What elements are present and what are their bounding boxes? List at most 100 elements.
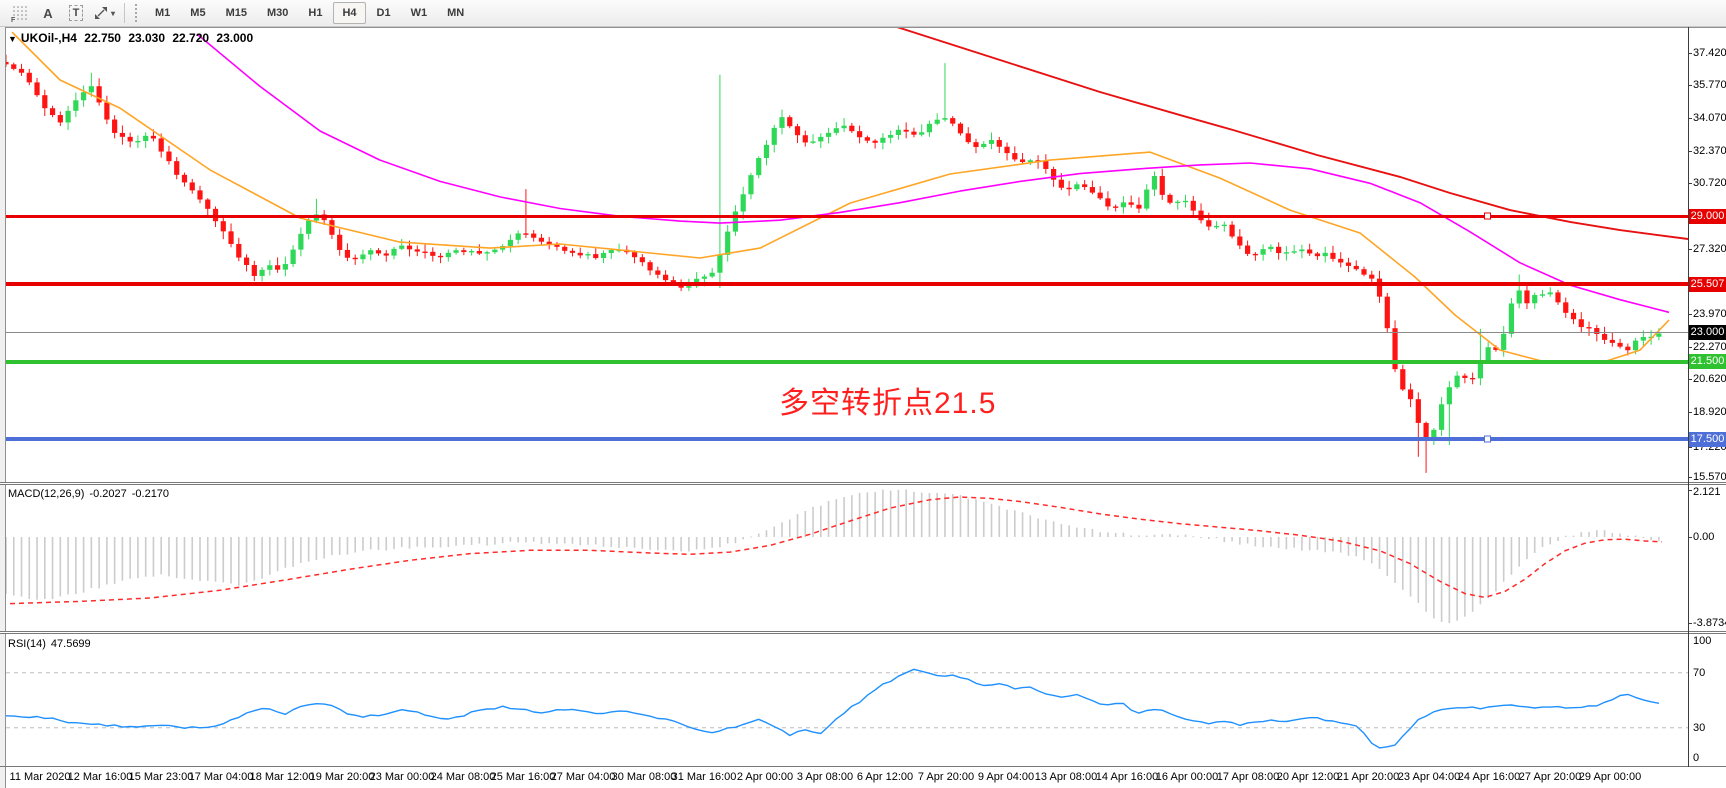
- time-axis-label: 27 Apr 20:00: [1518, 771, 1582, 783]
- rsi-axis-label: 100: [1693, 635, 1712, 647]
- time-axis-label: 29 Apr 00:00: [1578, 771, 1642, 783]
- time-axis-label: 7 Apr 20:00: [917, 771, 975, 783]
- time-axis-label: 24 Apr 16:00: [1457, 771, 1521, 783]
- support-line-17500[interactable]: [6, 435, 1688, 443]
- time-axis-label: 20 Apr 12:00: [1276, 771, 1340, 783]
- time-axis-label: 19 Mar 20:00: [309, 771, 375, 783]
- collapse-triangle-icon: ▼: [8, 34, 17, 44]
- macd-tick: [1688, 537, 1692, 538]
- text-annotation[interactable]: 多空转折点21.5: [779, 387, 997, 420]
- toolbar-separator: [124, 3, 125, 23]
- timeframe-button-H1[interactable]: H1: [308, 7, 323, 19]
- price-tick: [1688, 314, 1692, 315]
- timeframe-group: M1 M5 M15 M30 H1 H4 D1 W1 MN: [145, 2, 474, 24]
- support-line-17500-handle[interactable]: [1484, 435, 1491, 443]
- resistance-line-29000[interactable]: [6, 212, 1688, 220]
- timeframe-button-M15[interactable]: M15: [225, 7, 247, 19]
- timeframe-button-H4[interactable]: H4: [333, 2, 366, 24]
- macd-axis-label: -3.8734: [1693, 617, 1726, 629]
- rsi-axis-label: 70: [1693, 667, 1706, 679]
- price-tick: [1688, 477, 1692, 478]
- macd-axis-label: 0.00: [1693, 531, 1715, 543]
- price-axis-border: [1688, 27, 1689, 767]
- rsi-axis-label: 0: [1693, 752, 1700, 764]
- pane-separator-rsi[interactable]: [0, 631, 1726, 634]
- price-tick: [1688, 118, 1692, 119]
- time-axis-border: [0, 766, 1726, 767]
- price-axis-label: 15.570: [1693, 471, 1726, 483]
- timeframe-button-MN[interactable]: MN: [447, 7, 465, 19]
- price-axis-label: 35.770: [1693, 79, 1726, 91]
- time-axis-label: 23 Mar 00:00: [369, 771, 435, 783]
- ohlc-low: 22.720: [172, 31, 210, 45]
- text-a-icon: A: [43, 5, 53, 21]
- arrows-icon: [94, 7, 107, 19]
- current-price-line[interactable]: [6, 332, 1688, 334]
- price-tick: [1688, 447, 1692, 448]
- time-axis-label: 11 Mar 2020: [9, 771, 71, 783]
- time-axis-label: 21 Apr 20:00: [1336, 771, 1400, 783]
- price-tick: [1688, 53, 1692, 54]
- ohlc-open: 22.750: [84, 31, 121, 45]
- time-axis-label: 6 Apr 12:00: [856, 771, 914, 783]
- price-axis-label: 32.370: [1693, 145, 1726, 157]
- pane-separator-macd[interactable]: [0, 482, 1726, 485]
- arrow-objects-button[interactable]: ▾: [91, 1, 117, 25]
- price-axis-label: 37.420: [1693, 47, 1726, 59]
- time-axis-label: 15 Mar 23:00: [128, 771, 194, 783]
- chart-window-top-border: [0, 27, 1726, 28]
- rsi-axis-label: 30: [1693, 722, 1706, 734]
- svg-text:F: F: [11, 17, 16, 22]
- symbol-timeframe: UKOil-,H4: [20, 31, 77, 45]
- macd-tick: [1688, 623, 1692, 624]
- pattern-indicator-button[interactable]: F: [7, 1, 33, 25]
- time-axis-label: 24 Mar 08:00: [430, 771, 496, 783]
- timeframe-button-M30[interactable]: M30: [266, 7, 289, 19]
- price-axis-label: 34.070: [1693, 112, 1726, 124]
- price-axis-label: 22.270: [1693, 341, 1726, 353]
- rsi-label: RSI(14) 47.5699: [8, 638, 91, 650]
- time-axis-label: 12 Mar 16:00: [67, 771, 133, 783]
- timeframe-button-W1[interactable]: W1: [410, 7, 428, 19]
- macd-label: MACD(12,26,9) -0.2027 -0.2170: [8, 488, 170, 500]
- time-axis-label: 17 Mar 04:00: [188, 771, 254, 783]
- time-axis-label: 17 Apr 08:00: [1216, 771, 1280, 783]
- time-axis-label: 27 Mar 04:00: [550, 771, 616, 783]
- price-axis-label: 23.970: [1693, 308, 1726, 320]
- time-axis-label: 13 Apr 08:00: [1034, 771, 1098, 783]
- time-axis-label: 2 Apr 00:00: [736, 771, 794, 783]
- price-tick: [1688, 151, 1692, 152]
- resistance-line-29000-handle[interactable]: [1484, 212, 1491, 220]
- text-box-button[interactable]: T: [63, 1, 89, 25]
- price-badge-23.000: 23.000: [1689, 325, 1726, 340]
- time-axis-label: 25 Mar 16:00: [490, 771, 556, 783]
- ohlc-high: 23.030: [128, 31, 166, 45]
- dotted-grid-icon: F: [11, 6, 27, 22]
- price-badge-25.507: 25.507: [1689, 277, 1726, 292]
- toolbar: F A T ▾ M1 M5 M15 M30 H1 H4 D1 W1 MN: [0, 0, 1726, 27]
- price-tick: [1688, 183, 1692, 184]
- timeframe-button-M1[interactable]: M1: [155, 7, 171, 19]
- price-tick: [1688, 412, 1692, 413]
- price-axis-label: 18.920: [1693, 406, 1726, 418]
- price-axis-label: 30.720: [1693, 177, 1726, 189]
- resistance-line-25507[interactable]: [6, 282, 1688, 286]
- timeframe-button-M5[interactable]: M5: [190, 7, 206, 19]
- price-axis-label: 20.620: [1693, 373, 1726, 385]
- timeframe-button-D1[interactable]: D1: [376, 7, 391, 19]
- text-label-button[interactable]: A: [35, 1, 61, 25]
- time-axis-label: 16 Apr 00:00: [1155, 771, 1219, 783]
- time-axis-label: 18 Mar 12:00: [249, 771, 315, 783]
- price-tick: [1688, 249, 1692, 250]
- time-axis-label: 9 Apr 04:00: [977, 771, 1035, 783]
- time-axis-label: 31 Mar 16:00: [671, 771, 737, 783]
- chevron-down-icon: ▾: [110, 8, 115, 18]
- pivot-line-21500[interactable]: [6, 359, 1688, 364]
- macd-axis-label: 2.121: [1693, 486, 1721, 498]
- price-badge-29.000: 29.000: [1689, 209, 1726, 224]
- price-badge-21.500: 21.500: [1689, 354, 1726, 369]
- price-tick: [1688, 379, 1692, 380]
- macd-tick: [1688, 490, 1692, 491]
- time-axis-label: 30 Mar 08:00: [611, 771, 677, 783]
